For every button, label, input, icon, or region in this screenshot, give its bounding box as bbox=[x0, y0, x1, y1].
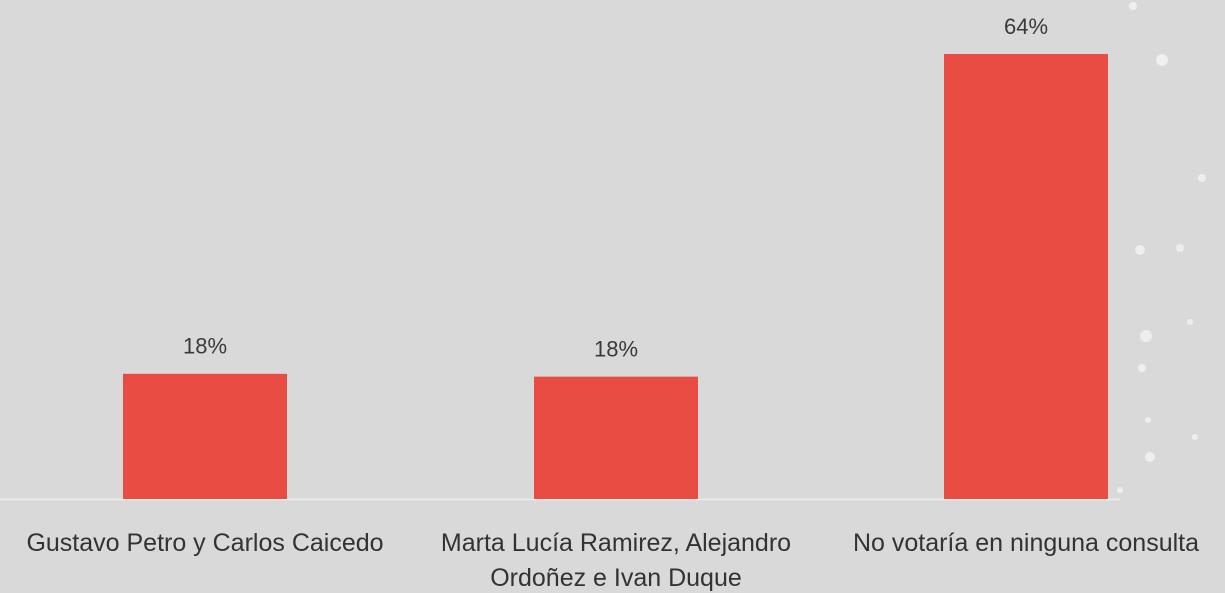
chart-area: 18% 18% 64% Gustavo Petro y Carlos Caicedo… bbox=[0, 0, 1225, 593]
bar bbox=[123, 374, 287, 499]
data-label: 18% bbox=[594, 336, 638, 361]
x-tick-label: Marta Lucía Ramirez, Alejandro Ordoñez e… bbox=[411, 526, 821, 593]
data-label: 64% bbox=[1004, 14, 1048, 39]
bar bbox=[534, 377, 698, 499]
decoration bbox=[1117, 2, 1206, 493]
data-label: 18% bbox=[183, 334, 227, 359]
x-tick-label: Gustavo Petro y Carlos Caicedo bbox=[0, 526, 410, 561]
chart: 18% 18% 64% bbox=[0, 0, 1225, 593]
x-tick-label: No votaría en ninguna consulta bbox=[821, 526, 1225, 561]
bar bbox=[944, 54, 1108, 499]
